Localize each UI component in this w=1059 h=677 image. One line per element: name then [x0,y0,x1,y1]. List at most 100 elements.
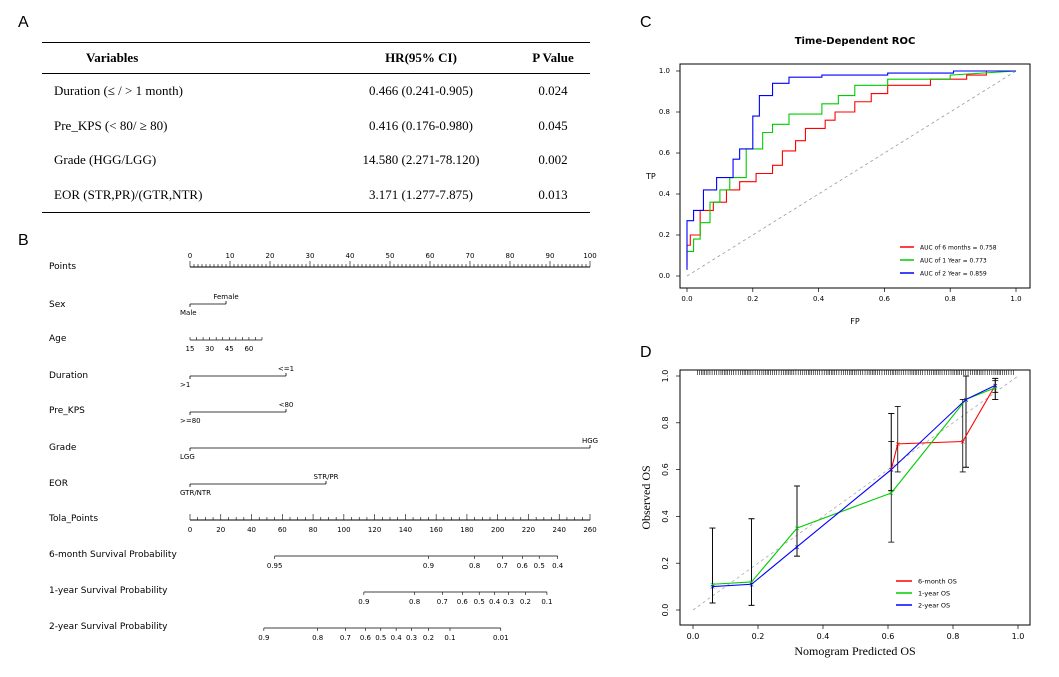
roc-y-tick-label: 1.0 [659,67,670,75]
calibration-point-marker: × [794,525,800,533]
nomogram-plot: Points 0 10 20 30 40 50 60 70 80 90 100 Sex Male Femal… [48,252,598,642]
calibration-point-marker: × [960,438,966,446]
nomogram-level-label: <=1 [278,365,294,373]
roc-legend-label: AUC of 6 months = 0.758 [920,245,997,252]
calibration-point-marker: × [992,384,998,392]
table-cell-hr: 0.416 (0.176-0.980) [369,117,473,133]
nomogram-row-label: 1-year Survival Probability [49,586,168,596]
probability-tick-label: 0.01 [493,634,509,642]
total-points-tick-label: 180 [460,526,473,534]
calibration-y-tick-label: 1.0 [661,370,670,383]
table-cell-p: 0.013 [516,177,590,213]
panel-label-a: A [18,14,29,31]
nomogram-row-label: 2-year Survival Probability [49,622,168,632]
header-p-value: P Value [516,42,590,74]
probability-tick-label: 0.9 [258,634,269,642]
probability-tick-label: 0.4 [489,598,501,606]
calibration-y-tick-label: 0.2 [661,557,670,570]
roc-y-tick-label: 0.2 [659,231,670,239]
table-cell-hr: 3.171 (1.277-7.875) [326,177,516,213]
nomogram-row-label: Tola_Points [48,514,98,524]
calibration-x-tick-label: 0.0 [687,632,700,641]
points-tick-label: 40 [346,252,355,260]
roc-y-tick-label: 0.4 [659,190,671,198]
total-points-tick-label: 40 [247,526,256,534]
roc-reference-diagonal [686,70,1017,277]
age-tick-label: 60 [244,345,253,353]
roc-y-tick-label: 0.6 [659,149,671,157]
calibration-point-marker: × [992,382,998,390]
points-tick-label: 0 [188,252,192,260]
probability-tick-label: 0.7 [497,562,508,570]
probability-tick-label: 0.1 [541,598,552,606]
roc-x-tick-label: 0.2 [747,295,758,303]
calibration-point-marker: × [749,581,755,589]
probability-tick-label: 0.6 [457,598,469,606]
calibration-y-tick-label: 0.8 [661,416,670,429]
nomogram-level-label: Female [213,293,238,301]
probability-tick-label: 0.3 [406,634,417,642]
roc-x-tick-label: 0.0 [681,295,692,303]
table-row: Duration (≤ / > 1 month) 0.466 (0.241-0.… [42,74,590,109]
calibration-point-marker: × [888,490,894,498]
hazard-ratio-table: Variables HR(95% CI) P Value Duration (≤… [42,42,590,213]
age-tick-label: 45 [225,345,234,353]
roc-y-tick-label: 0.0 [659,272,670,280]
points-tick-label: 60 [426,252,435,260]
probability-tick-label: 0.1 [444,634,455,642]
points-tick-label: 50 [386,252,395,260]
probability-tick-label: 0.8 [312,634,323,642]
probability-tick-label: 0.6 [360,634,372,642]
roc-x-tick-label: 1.0 [1010,295,1021,303]
calibration-point-marker: × [710,583,716,591]
total-points-tick-label: 220 [522,526,535,534]
nomogram-level-label: Male [180,309,197,317]
nomogram-row-label: Age [49,334,67,344]
table-cell-p: 0.002 [538,152,568,168]
points-tick-label: 80 [506,252,515,260]
table-cell-variable: Duration (≤ / > 1 month) [54,83,183,99]
probability-tick-label: 0.4 [552,562,564,570]
probability-tick-label: 0.5 [534,562,545,570]
calibration-x-tick-label: 0.6 [882,632,895,641]
age-tick-label: 15 [186,345,195,353]
table-row: Grade (HGG/LGG) 14.580 (2.271-78.120) 0.… [42,143,590,178]
nomogram-level-label: >=80 [180,417,201,425]
probability-tick-label: 0.6 [517,562,529,570]
nomogram-level-label: GTR/NTR [180,489,211,497]
header-hr: HR(95% CI) [326,42,516,74]
nomogram-level-label: <80 [279,401,294,409]
points-tick-label: 20 [266,252,275,260]
calibration-legend-label: 2-year OS [918,602,950,610]
roc-y-tick-label: 0.8 [659,108,670,116]
calibration-y-tick-label: 0.4 [661,510,670,523]
calibration-x-tick-label: 1.0 [1012,632,1025,641]
total-points-tick-label: 160 [429,526,442,534]
nomogram-row-label: Sex [49,300,66,310]
calibration-x-tick-label: 0.2 [752,632,765,641]
probability-tick-label: 0.2 [423,634,434,642]
probability-tick-label: 0.8 [469,562,480,570]
calibration-plot-frame [679,369,1031,626]
roc-series-line [686,70,1016,266]
probability-tick-label: 0.4 [391,634,403,642]
points-tick-label: 100 [583,252,596,260]
points-tick-label: 70 [466,252,475,260]
nomogram-row-label: Points [49,262,76,272]
total-points-tick-label: 100 [337,526,350,534]
age-tick-label: 30 [205,345,214,353]
calibration-point-marker: × [749,578,755,586]
calibration-point-marker: × [963,396,969,404]
calibration-y-tick-label: 0.0 [661,604,670,617]
calibration-y-tick-label: 0.6 [661,463,670,476]
total-points-tick-label: 260 [583,526,596,534]
total-points-tick-label: 20 [216,526,225,534]
calibration-point-marker: × [710,581,716,589]
probability-tick-label: 0.95 [267,562,283,570]
nomogram-level-label: >1 [180,381,190,389]
table-row: EOR (STR,PR)/(GTR,NTR) 3.171 (1.277-7.87… [42,177,590,213]
calibration-x-tick-label: 0.4 [817,632,830,641]
probability-tick-label: 0.7 [340,634,351,642]
table-cell-variable: Pre_KPS (< 80/ ≥ 80) [54,117,168,133]
calibration-legend-label: 1-year OS [918,590,950,598]
